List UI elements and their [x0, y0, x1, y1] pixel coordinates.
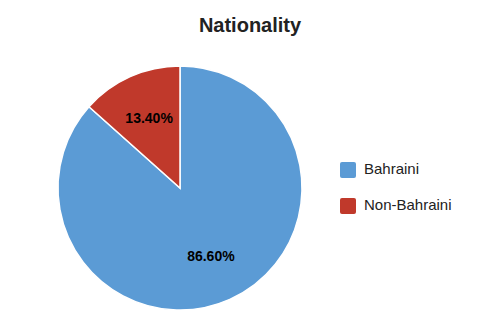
pie [58, 66, 302, 310]
pie-slice [58, 66, 302, 310]
legend: Bahraini Non-Bahraini [340, 160, 452, 214]
legend-swatch [340, 162, 356, 178]
legend-swatch [340, 198, 356, 214]
chart-container: Nationality 86.60% 13.40% Bahraini Non-Bahra… [0, 0, 500, 335]
title: Nationality [199, 14, 302, 36]
legend-label: Non-Bahraini [364, 196, 452, 213]
chart: Nationality 86.60% 13.40% Bahraini Non-Bahra… [0, 0, 500, 335]
pie-slice [89, 66, 180, 188]
data-label: 13.40% [125, 110, 173, 126]
data-label: 86.60% [187, 248, 235, 264]
data-labels: 86.60% 13.40% [125, 110, 235, 264]
legend-label: Bahraini [364, 160, 419, 177]
